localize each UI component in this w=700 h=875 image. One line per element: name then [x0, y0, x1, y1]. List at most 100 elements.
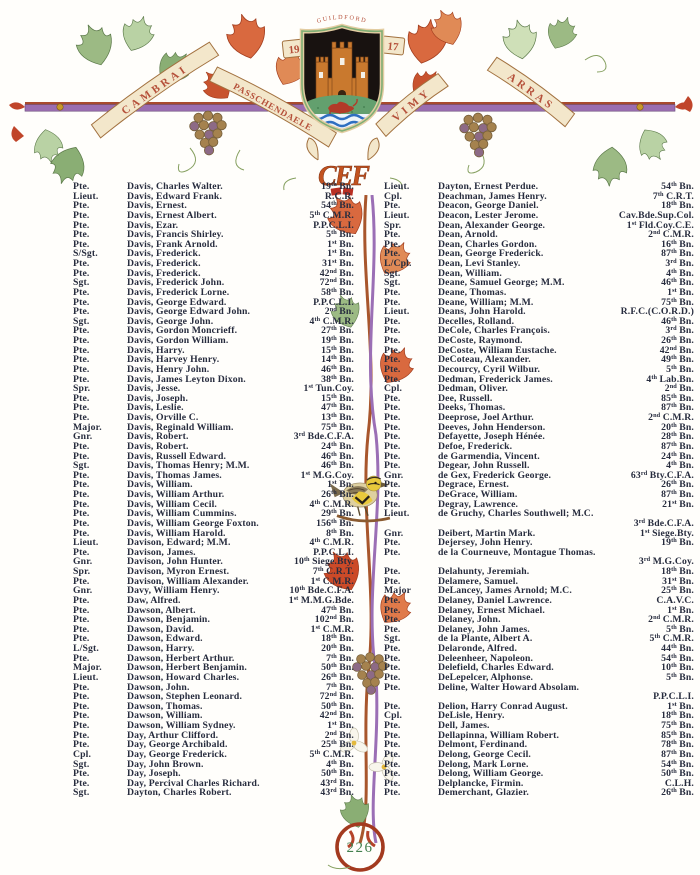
unit-cell: 42nd Bn. [319, 710, 354, 722]
rank-cell: Sgt. [73, 460, 90, 472]
rank-cell: Cpl. [384, 710, 403, 722]
unit-cell: 2nd C.M.R. [648, 411, 694, 423]
roll-entry: Pte. Davis, Frederick. 42nd Bn. [73, 268, 354, 279]
roll-entry: Pte. Deane, Thomas. 1st Bn. [384, 286, 694, 298]
roll-entry: Pte. Davis, William Cecil. 4th C.M.R. [73, 499, 354, 510]
unit-cell: 7th C.R.T. [312, 565, 354, 577]
name-cell: Delaney, Daniel Lawrence. [438, 595, 552, 606]
cef-monogram-label: CEF [318, 161, 370, 192]
rank-cell: Pte. [384, 777, 401, 789]
unit-cell: 75th Bn. [321, 421, 354, 433]
tendrils [177, 55, 607, 174]
name-cell: Dejersey, John Henry. [438, 538, 533, 548]
rank-cell: Gnr. [73, 431, 93, 443]
roll-entry: Pte. Dell, James. 75th Bn. [384, 719, 694, 731]
roll-entry: Pte. Dawson, John. 7th Bn. [73, 682, 354, 693]
unit-cell: 75th Bn. [661, 296, 694, 308]
rank-cell: Pte. [73, 219, 90, 231]
roll-entry: Pte. Davis, Frederick Lorne. 58th Bn. [73, 287, 354, 298]
unit-cell: 29th Bn. [321, 508, 354, 520]
unit-cell: C.A.V.C. [656, 594, 694, 606]
rank-cell: Sgt. [73, 787, 90, 799]
grape-cluster-right [459, 112, 497, 158]
rank-cell: Pte. [384, 431, 401, 443]
name-cell: Delamere, Samuel. [438, 576, 519, 587]
name-cell: Davis, William George Foxton. [127, 518, 259, 529]
roll-entry: Pte. Deeprose, Joel Arthur. 2nd C.M.R. [384, 411, 694, 423]
unit-cell: 20th Bn. [661, 421, 694, 433]
name-cell: Davis, Frederick. [127, 268, 201, 279]
rank-cell: Pte. [384, 681, 401, 693]
unit-cell: R.C.R. [324, 190, 354, 202]
name-cell: Davis, George Edward John. [127, 307, 251, 317]
rank-cell: Pte. [73, 720, 90, 731]
roll-entry: Sgt. Dean, William. 4th Bn. [384, 268, 694, 279]
unit-cell: 13th Bn. [321, 411, 354, 423]
name-cell: Davis, Charles Walter. [127, 182, 223, 192]
name-cell: DeCoste, Raymond. [438, 336, 523, 346]
unit-cell: 46th Bn. [321, 450, 354, 462]
unit-cell: 85th Bn. [661, 392, 694, 404]
name-cell: Davis, Ernest. [127, 201, 187, 211]
rank-cell: Pte. [73, 652, 90, 664]
name-cell: Davis, Frederick. [127, 259, 201, 269]
name-cell: Davis, Robert. [127, 432, 189, 442]
unit-cell: 25th Bn. [321, 739, 354, 751]
roll-entry: Pte. Deeks, Thomas. 87th Bn. [384, 403, 694, 413]
rank-cell: Sgt. [384, 277, 401, 289]
roll-entry: Pte. Davis, Robert. 24th Bn. [73, 440, 354, 452]
name-cell: Dawson, Herbert Arthur. [127, 653, 235, 664]
roll-entry: Pte. Deleenheer, Napoleon. 54th Bn. [384, 653, 694, 664]
rank-cell: Pte. [384, 315, 401, 327]
unit-cell: 1st Bn. [667, 286, 694, 298]
unit-cell: 18th Bn. [661, 710, 694, 722]
unit-cell: 3rd Bn. [665, 257, 694, 269]
header-ornament: CAMBRAI PASSCHENDAELE VIMY ARRAS 19 17 G… [9, 3, 693, 196]
rank-cell: Pte. [384, 623, 401, 635]
red-ribbon-tail-left [11, 126, 24, 142]
roll-entry: Pte. Dawson, William. 42nd Bn. [73, 711, 354, 721]
roll-entry: Pte. Davis, Joseph. 15th Bn. [73, 393, 354, 404]
rank-cell: Lieut. [384, 209, 410, 221]
roll-entry: Pte. Dean, George Frederick. 87th Bn. [384, 249, 694, 259]
rank-cell: Pte. [73, 200, 90, 212]
name-cell: Delion, Harry Conrad August. [438, 701, 568, 712]
rank-cell: Lieut. [384, 306, 410, 318]
roll-entry: Pte. Demerchant, Glazier. 26th Bn. [384, 788, 694, 798]
roll-entry: Pte. Davis, Harry. 15th Bn. [73, 345, 354, 356]
unit-cell: 75th Bn. [661, 719, 694, 731]
name-cell: Defoe, Frederick. [438, 441, 513, 452]
rank-cell: Pte. [384, 421, 401, 433]
roll-entry: Pte. DeCole, Charles François. 3rd Bn. [384, 326, 694, 336]
unit-cell: 19th Bn. [661, 536, 694, 549]
rank-cell: Pte. [384, 412, 401, 423]
name-cell: Delaronde, Alfred. [438, 644, 518, 654]
rank-cell: Pte. [73, 209, 90, 221]
roll-entry: Pte. Dee, Russell. 85th Bn. [384, 392, 694, 404]
roll-entry: Pte. Delong, Mark Lorne. 54th Bn. [384, 759, 694, 770]
roll-entry: Sgt. Davis, George John. 4th C.M.R. [73, 316, 354, 327]
unit-cell: 87th Bn. [661, 440, 694, 452]
roll-entry: Major. Dawson, Herbert Benjamin. 50th Bn… [73, 662, 354, 673]
year-right-label: 17 [387, 40, 400, 53]
rank-cell: Pte. [73, 777, 90, 789]
name-cell: Davis, Ernest Albert. [127, 210, 217, 221]
roll-entry: Pte. Delaronde, Alfred. 44th Bn. [384, 643, 694, 654]
roll-entry: Lieut. de Gruchy, Charles Southwell; M.C… [384, 509, 694, 519]
roll-entry: Pte. Davis, George Edward. P.P.C.L.I. [73, 297, 354, 308]
roll-entry: Pte. Dawson, Benjamin. 102nd Bn. [73, 614, 354, 625]
name-cell: Day, George Archibald. [127, 740, 228, 750]
name-cell: DeLancey, James Arnold; M.C. [438, 586, 572, 596]
roll-entry: Lieut. Deacon, Lester Jerome. Cav.Bde.Su… [384, 211, 694, 221]
rank-cell: Pte. [73, 623, 90, 635]
name-cell: DeCoste, William Eustache. [438, 345, 557, 356]
unit-cell: 24th Bn. [321, 440, 354, 452]
roll-entry: Pte. Dawson, Edward. 18th Bn. [73, 634, 354, 644]
rank-cell: Pte. [73, 527, 90, 539]
rank-cell: Pte. [384, 720, 401, 731]
rank-cell: Major [384, 585, 412, 597]
unit-cell: Cav.Bde.Sup.Col. [618, 209, 694, 221]
roll-entry: Pte. Deacon, George Daniel. 18th Bn. [384, 200, 694, 211]
name-cell: Davis, Gordon Moncrieff. [127, 326, 238, 336]
unit-cell: 46th Bn. [321, 459, 354, 472]
